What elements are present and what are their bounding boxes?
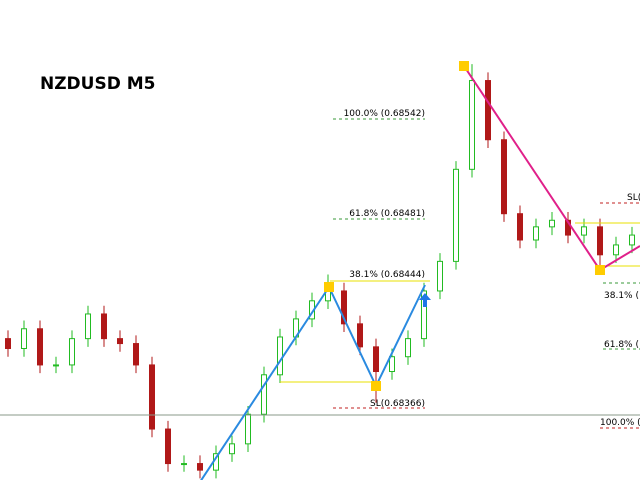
candle-body	[133, 343, 139, 366]
candle-body	[101, 313, 107, 340]
pivot-marker	[324, 282, 334, 292]
candle-body	[597, 226, 603, 256]
candle-body	[437, 260, 443, 292]
candle-body	[453, 168, 459, 262]
candle-body	[485, 80, 491, 141]
candle-body	[533, 226, 539, 241]
fib-label: 38.1% (0.68444)	[349, 270, 425, 280]
candle-body	[357, 323, 363, 348]
candle-body	[229, 443, 235, 455]
pivot-marker	[595, 265, 605, 275]
buy-arrow	[419, 293, 431, 307]
candle-body	[181, 463, 187, 466]
candle-body	[53, 364, 59, 367]
candle-body	[629, 234, 635, 246]
candles	[5, 64, 635, 479]
chart-title: NZDUSD M5	[40, 74, 156, 94]
candle-body	[69, 338, 75, 366]
candle-body	[165, 428, 171, 465]
pivot-marker	[459, 61, 469, 71]
candle-body	[549, 219, 555, 228]
candle-body	[277, 336, 283, 376]
candle-body	[117, 338, 123, 345]
candle-body	[261, 374, 267, 415]
fib-label: 100.0% (0.68542)	[344, 109, 425, 119]
candle-body	[21, 328, 27, 349]
fib-label: 100.0% (	[600, 418, 640, 428]
candle-body	[373, 346, 379, 373]
candle-body	[341, 290, 347, 325]
candle-body	[197, 463, 203, 471]
candle-body	[517, 213, 523, 241]
candle-body	[389, 356, 395, 373]
zigzag-up	[200, 284, 426, 480]
candle-body	[5, 338, 11, 349]
candle-body	[613, 244, 619, 256]
candle-body	[581, 226, 587, 236]
fib-label: 61.8% (	[604, 340, 639, 350]
candle-body	[149, 364, 155, 430]
candle-body	[245, 413, 251, 445]
fib-label: 61.8% (0.68481)	[349, 209, 425, 219]
sl-label: SL(	[627, 193, 640, 203]
candle-body	[405, 338, 411, 358]
candle-body	[421, 290, 427, 340]
candle-body	[37, 328, 43, 366]
candle-body	[85, 313, 91, 340]
sl-label: SL(0.68366)	[370, 399, 425, 409]
candle-body	[501, 139, 507, 215]
pivot-marker	[371, 381, 381, 391]
fib-label: 38.1% (	[604, 291, 639, 301]
candle-body	[469, 80, 475, 170]
